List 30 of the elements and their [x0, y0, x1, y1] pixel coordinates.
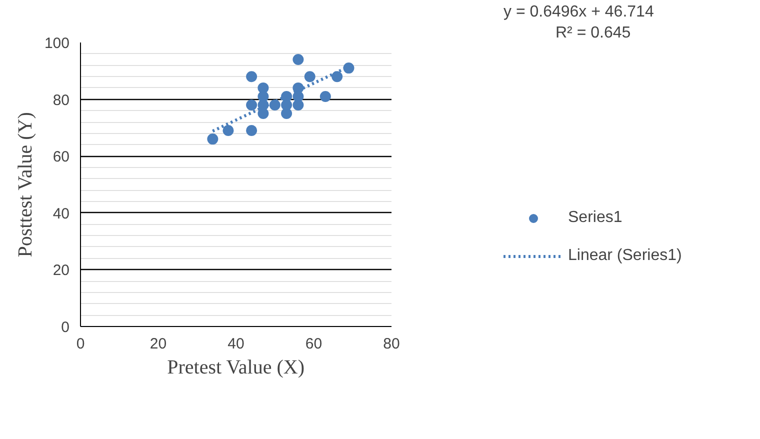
y-tick-label: 0	[61, 319, 70, 336]
y-tick-label: 100	[44, 35, 70, 52]
y-tick-label: 80	[52, 92, 70, 109]
text: R² = 0.645	[556, 24, 631, 42]
point	[292, 90, 304, 102]
point	[246, 125, 258, 136]
point	[304, 71, 316, 82]
point	[222, 125, 234, 136]
x-axis-title: Pretest Value (X)	[167, 356, 305, 378]
y-tick-label: 60	[52, 148, 70, 166]
point	[246, 99, 258, 110]
x-tick-label: 80	[383, 336, 400, 352]
x-tick-label: 20	[150, 336, 167, 352]
point	[320, 90, 331, 102]
x-tick-label: 60	[305, 336, 322, 352]
y-tick-label: 40	[52, 205, 70, 222]
point	[258, 108, 269, 119]
point	[332, 71, 343, 82]
y-axis-title: Posttest Value (Y)	[14, 112, 36, 258]
point	[281, 99, 292, 110]
point	[207, 134, 218, 145]
x-tick-label: 40	[228, 336, 244, 352]
point	[246, 71, 258, 82]
point	[292, 54, 304, 66]
x-tick-label: 0	[76, 336, 85, 352]
legend-label: Linear (Series1)	[568, 247, 682, 265]
y-tick-label: 20	[52, 262, 70, 280]
text: y = 0.6496x + 46.714	[504, 4, 654, 20]
legend-label: Series1	[568, 209, 622, 227]
point	[343, 62, 354, 74]
